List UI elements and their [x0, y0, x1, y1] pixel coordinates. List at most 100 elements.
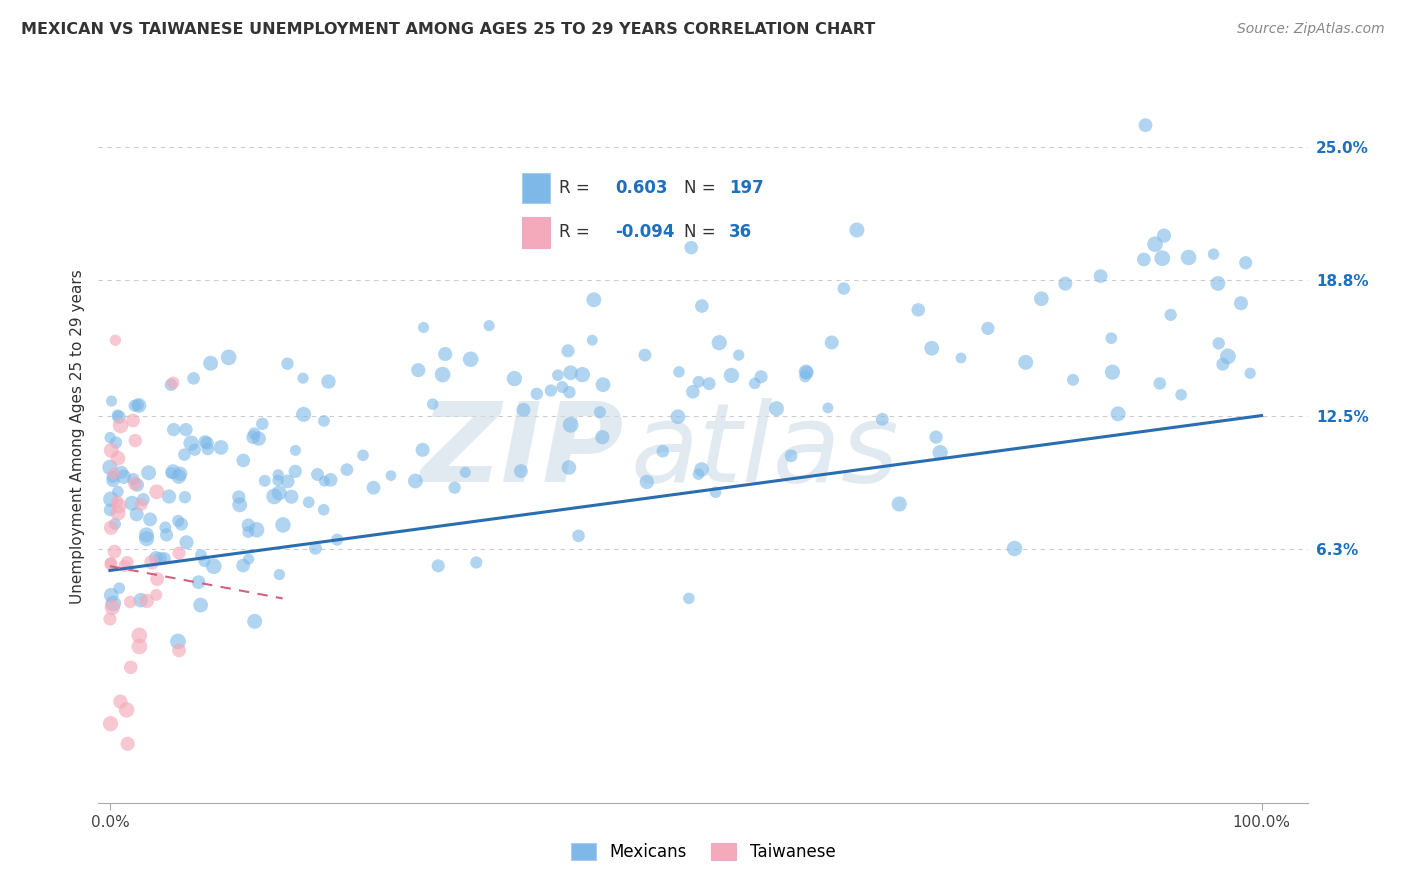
Point — [160, 377, 183, 392]
Point — [443, 481, 465, 495]
Legend: Mexicans, Taiwanese: Mexicans, Taiwanese — [564, 836, 842, 868]
Text: ZIP: ZIP — [420, 398, 624, 505]
Point — [363, 481, 385, 495]
Point — [232, 453, 254, 467]
Point — [1208, 336, 1230, 351]
Point — [173, 448, 195, 462]
Point — [567, 529, 589, 543]
Point — [427, 558, 450, 573]
Point — [284, 464, 307, 478]
Point — [314, 474, 336, 488]
Point — [276, 357, 298, 371]
Point — [167, 469, 190, 483]
Point — [200, 356, 222, 370]
Point — [292, 371, 315, 385]
Point — [434, 347, 457, 361]
Point — [780, 449, 803, 463]
Point — [547, 368, 569, 383]
Point — [127, 478, 149, 492]
Point — [557, 343, 579, 358]
Point — [183, 371, 205, 385]
Point — [526, 387, 548, 401]
Point — [921, 341, 943, 355]
Point — [1216, 350, 1239, 364]
Point — [146, 572, 169, 586]
Point — [100, 556, 122, 570]
Point — [122, 472, 145, 486]
Point — [176, 535, 198, 549]
Point — [1160, 308, 1182, 322]
Point — [160, 466, 183, 480]
Point — [252, 417, 274, 431]
Text: N =: N = — [683, 223, 716, 241]
Point — [560, 366, 582, 380]
Point — [98, 503, 121, 517]
Point — [422, 397, 444, 411]
Point — [174, 490, 197, 504]
Point — [380, 468, 402, 483]
Point — [709, 335, 731, 350]
Point — [925, 430, 948, 444]
Point — [1153, 228, 1175, 243]
Point — [832, 281, 855, 295]
Point — [101, 600, 124, 615]
Point — [103, 597, 125, 611]
Point — [1133, 252, 1156, 267]
Point — [558, 460, 581, 475]
Point — [949, 351, 972, 365]
Point — [187, 575, 209, 590]
Point — [284, 443, 307, 458]
Point — [169, 467, 191, 481]
Point — [100, 443, 122, 458]
Point — [794, 369, 817, 384]
Point — [141, 555, 163, 569]
Point — [352, 448, 374, 462]
Point — [1239, 366, 1261, 380]
Point — [1062, 373, 1084, 387]
Point — [228, 490, 250, 504]
Point — [108, 499, 131, 513]
Point — [103, 544, 125, 558]
Point — [688, 375, 710, 389]
Point — [465, 556, 488, 570]
Point — [120, 660, 142, 674]
Point — [100, 521, 122, 535]
Point — [592, 377, 614, 392]
Point — [280, 490, 302, 504]
Point — [589, 405, 612, 419]
Point — [135, 528, 157, 542]
Point — [267, 467, 290, 482]
Point — [292, 408, 315, 422]
Point — [243, 615, 266, 629]
Point — [263, 489, 285, 503]
Point — [112, 469, 135, 483]
Point — [98, 431, 121, 445]
Point — [269, 486, 291, 500]
Point — [794, 365, 817, 379]
Point — [267, 474, 290, 488]
Point — [209, 441, 232, 455]
Point — [111, 465, 134, 479]
Point — [108, 410, 131, 425]
Point — [145, 588, 167, 602]
Point — [312, 414, 335, 428]
Point — [765, 401, 787, 416]
Point — [581, 333, 603, 347]
Point — [124, 476, 146, 491]
Point — [682, 384, 704, 399]
Point — [245, 523, 267, 537]
Point — [591, 430, 613, 444]
Point — [503, 371, 526, 385]
Point — [697, 376, 720, 391]
Point — [184, 442, 207, 457]
Point — [1101, 365, 1123, 379]
Point — [167, 634, 190, 648]
Point — [105, 435, 128, 450]
Point — [107, 451, 129, 466]
Point — [1015, 355, 1038, 369]
Point — [845, 223, 868, 237]
Point — [1144, 237, 1167, 252]
Point — [1206, 277, 1229, 291]
Point — [540, 384, 562, 398]
Point — [129, 497, 152, 511]
